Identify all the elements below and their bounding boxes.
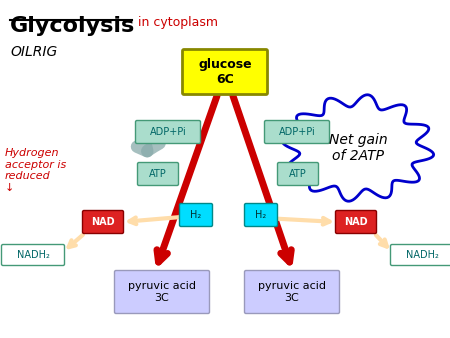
FancyBboxPatch shape — [244, 270, 339, 314]
FancyBboxPatch shape — [278, 163, 319, 186]
Text: ADP+Pi: ADP+Pi — [149, 127, 186, 137]
FancyArrowPatch shape — [137, 140, 160, 151]
Text: NADH₂: NADH₂ — [405, 250, 438, 260]
Text: OILRIG: OILRIG — [10, 45, 57, 59]
FancyBboxPatch shape — [265, 121, 329, 144]
FancyBboxPatch shape — [244, 203, 278, 226]
Text: NAD: NAD — [91, 217, 115, 227]
Text: glucose
6C: glucose 6C — [198, 58, 252, 86]
Text: ATP: ATP — [289, 169, 307, 179]
FancyBboxPatch shape — [180, 203, 212, 226]
FancyBboxPatch shape — [82, 211, 123, 234]
Text: in cytoplasm: in cytoplasm — [138, 16, 218, 29]
Text: ADP+Pi: ADP+Pi — [279, 127, 315, 137]
Polygon shape — [283, 95, 434, 201]
Text: H₂: H₂ — [190, 210, 202, 220]
Text: pyruvic acid
3C: pyruvic acid 3C — [258, 281, 326, 303]
Text: pyruvic acid
3C: pyruvic acid 3C — [128, 281, 196, 303]
FancyBboxPatch shape — [1, 244, 64, 266]
Text: Net gain
of 2ATP: Net gain of 2ATP — [328, 133, 387, 163]
FancyBboxPatch shape — [183, 49, 267, 95]
FancyBboxPatch shape — [336, 211, 377, 234]
FancyBboxPatch shape — [135, 121, 201, 144]
Text: NAD: NAD — [344, 217, 368, 227]
Text: H₂: H₂ — [256, 210, 266, 220]
Text: Hydrogen
acceptor is
reduced
↓: Hydrogen acceptor is reduced ↓ — [5, 148, 66, 193]
Text: ATP: ATP — [149, 169, 167, 179]
FancyBboxPatch shape — [138, 163, 179, 186]
Text: Glycolysis: Glycolysis — [10, 16, 135, 36]
FancyArrowPatch shape — [304, 144, 324, 156]
FancyBboxPatch shape — [391, 244, 450, 266]
Text: NADH₂: NADH₂ — [17, 250, 50, 260]
FancyBboxPatch shape — [114, 270, 210, 314]
